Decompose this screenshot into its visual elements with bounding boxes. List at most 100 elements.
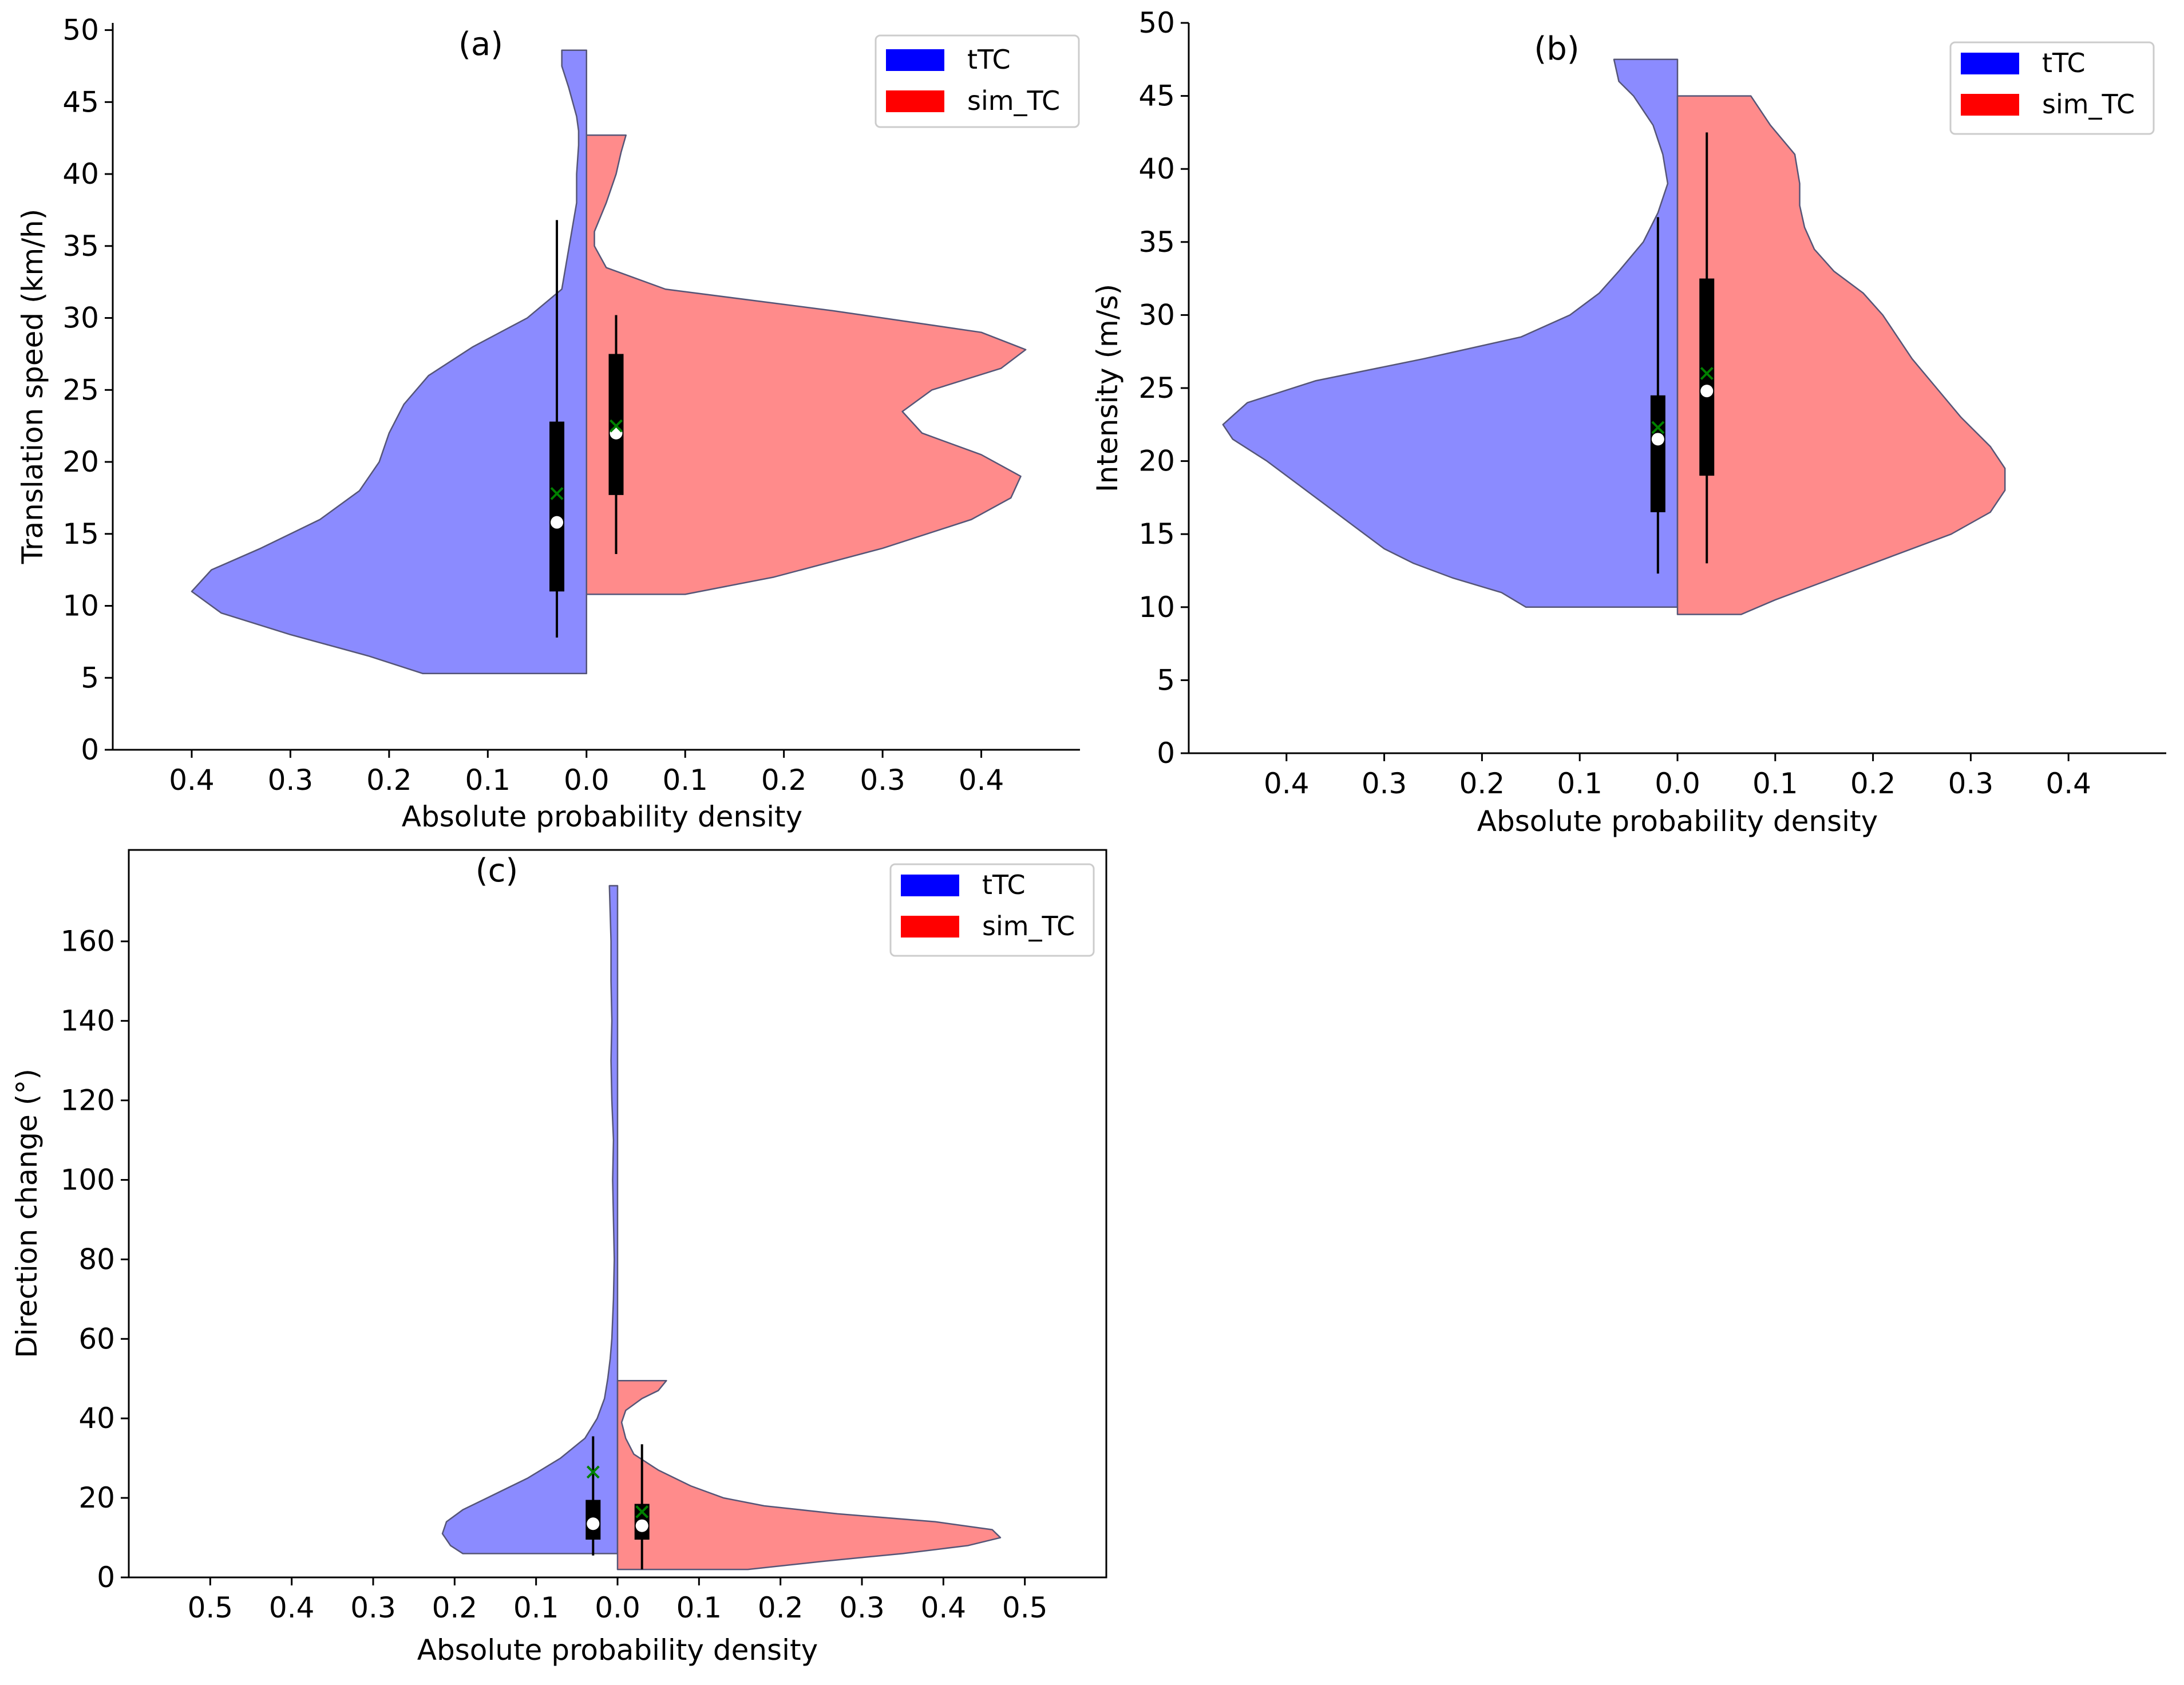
panel-b-xticks: 0.4 0.3 0.2 0.1 0.0 0.1 0.2 0.3 0.4: [1264, 753, 2091, 800]
xtick-label: 0.1: [513, 1591, 559, 1624]
xtick-label: 0.3: [350, 1591, 396, 1624]
panel-c-ylabel: Direction change (°): [10, 1069, 43, 1358]
xtick-label: 0.2: [1850, 767, 1896, 800]
panel-b-legend: tTC sim_TC: [1949, 41, 2155, 135]
panel-c-legend-ttc-label: tTC: [982, 869, 1026, 900]
xtick-label: 0.2: [761, 764, 807, 797]
ytick-label: 35: [1138, 226, 1175, 259]
violin-ttc-body: [191, 49, 588, 674]
panel-b-legend-simtc-swatch: [1961, 94, 2019, 116]
ytick-label: 5: [81, 661, 99, 694]
panel-a-plot-area: [191, 49, 1027, 674]
ytick-label: 160: [61, 925, 115, 958]
mean-marker-stroke: [610, 419, 623, 433]
ytick-label: 10: [1138, 591, 1175, 624]
ytick-label: 80: [78, 1243, 115, 1276]
panel-c-legend-ttc-swatch: [901, 875, 959, 896]
ytick-label: 40: [62, 157, 99, 191]
boxplot-simtc-mean-marker: [1700, 367, 1714, 380]
panel-b-legend-ttc-label: tTC: [2042, 48, 2086, 78]
ytick-label: 15: [1138, 517, 1175, 551]
panel-c-legend: tTC sim_TC: [889, 863, 1095, 957]
panel-a-label: (a): [458, 26, 503, 63]
panel-c: 0 20 40 60 80 100 120 140 160 0.5 0.4 0.3 0.2 0.1 0.0…: [10, 849, 1107, 1667]
violin-simtc-body: [1676, 95, 2006, 615]
panel-c-legend-simtc-swatch: [901, 916, 959, 938]
mean-marker-stroke: [550, 486, 564, 500]
ytick-label: 140: [61, 1004, 115, 1038]
violin-ttc-body: [1222, 58, 1679, 608]
xtick-label: 0.3: [1948, 767, 1994, 800]
violin-ttc-body: [441, 885, 619, 1555]
panel-c-label: (c): [476, 852, 518, 889]
xtick-label: 0.0: [564, 764, 610, 797]
mean-marker-stroke: [635, 1505, 649, 1518]
boxplot-simtc-median-dot: [635, 1519, 648, 1532]
panel-b-ylabel: Intensity (m/s): [1091, 284, 1124, 492]
panel-c-xlabel: Absolute probability density: [417, 1633, 818, 1667]
xtick-label: 0.4: [2045, 767, 2091, 800]
xtick-label: 0.1: [676, 1591, 722, 1624]
ytick-label: 40: [1138, 152, 1175, 185]
xtick-label: 0.1: [465, 764, 511, 797]
violin-simtc-body: [585, 134, 1027, 595]
boxplot-ttc-mean-marker: [586, 1465, 600, 1479]
panel-c-legend-simtc-label: sim_TC: [982, 911, 1075, 942]
xtick-label: 0.3: [860, 764, 905, 797]
ytick-label: 15: [62, 517, 99, 551]
xtick-label: 0.2: [366, 764, 412, 797]
ytick-label: 20: [78, 1481, 115, 1514]
panel-a-xticks: 0.4 0.3 0.2 0.1 0.0 0.1 0.2 0.3 0.4: [169, 750, 1004, 797]
xtick-label: 0.3: [1362, 767, 1407, 800]
xtick-label: 0.4: [1264, 767, 1309, 800]
panel-b-xlabel: Absolute probability density: [1477, 805, 1878, 838]
panel-c-yticks: 0 20 40 60 80 100 120 140 160: [61, 925, 129, 1594]
panel-a-legend-ttc-swatch: [886, 49, 944, 71]
ytick-label: 5: [1157, 663, 1175, 697]
boxplot-ttc-median-dot: [587, 1517, 600, 1530]
xtick-label: 0.4: [921, 1591, 967, 1624]
xtick-label: 0.3: [268, 764, 314, 797]
boxplot-ttc-mean-marker: [1651, 421, 1665, 434]
boxplot-ttc-iqr-box: [549, 421, 565, 592]
panel-b-yticks: 0 5 10 15 20 25 30 35 40 45 50: [1138, 6, 1189, 770]
ytick-label: 35: [62, 230, 99, 263]
ytick-label: 50: [1138, 6, 1175, 39]
xtick-label: 0.4: [169, 764, 215, 797]
xtick-label: 0.3: [839, 1591, 885, 1624]
xtick-label: 0.2: [1459, 767, 1505, 800]
mean-marker-stroke: [586, 1465, 600, 1479]
xtick-label: 0.5: [1002, 1591, 1048, 1624]
ytick-label: 25: [62, 373, 99, 406]
panel-b-legend-ttc-swatch: [1961, 53, 2019, 74]
panel-a-legend-ttc-label: tTC: [967, 44, 1011, 75]
panel-a-xlabel: Absolute probability density: [402, 800, 802, 833]
ytick-label: 100: [61, 1163, 115, 1196]
xtick-label: 0.0: [595, 1591, 640, 1624]
boxplot-simtc-mean-marker: [635, 1505, 649, 1518]
ytick-label: 60: [78, 1322, 115, 1355]
panel-c-plot-area: [441, 885, 1002, 1571]
xtick-label: 0.1: [1557, 767, 1603, 800]
panel-a-yticks: 0 5 10 15 20 25 30 35 40 45 50: [62, 14, 113, 766]
xtick-label: 0.1: [1752, 767, 1798, 800]
panel-b-plot-area: [1222, 58, 2006, 615]
boxplot-simtc-mean-marker: [610, 419, 623, 433]
panel-a-legend-simtc-label: sim_TC: [967, 85, 1060, 116]
xtick-label: 0.2: [758, 1591, 804, 1624]
ytick-label: 0: [1157, 737, 1175, 770]
ytick-label: 25: [1138, 371, 1175, 405]
panel-a-legend-simtc-swatch: [886, 90, 944, 112]
xtick-label: 0.2: [432, 1591, 478, 1624]
ytick-label: 40: [78, 1402, 115, 1435]
ytick-label: 30: [1138, 298, 1175, 331]
panel-b-label: (b): [1534, 30, 1579, 68]
ytick-label: 50: [62, 14, 99, 47]
ytick-label: 10: [62, 590, 99, 623]
ytick-label: 30: [62, 302, 99, 335]
panel-a-ylabel: Translation speed (km/h): [16, 209, 49, 564]
xtick-label: 0.4: [959, 764, 1004, 797]
